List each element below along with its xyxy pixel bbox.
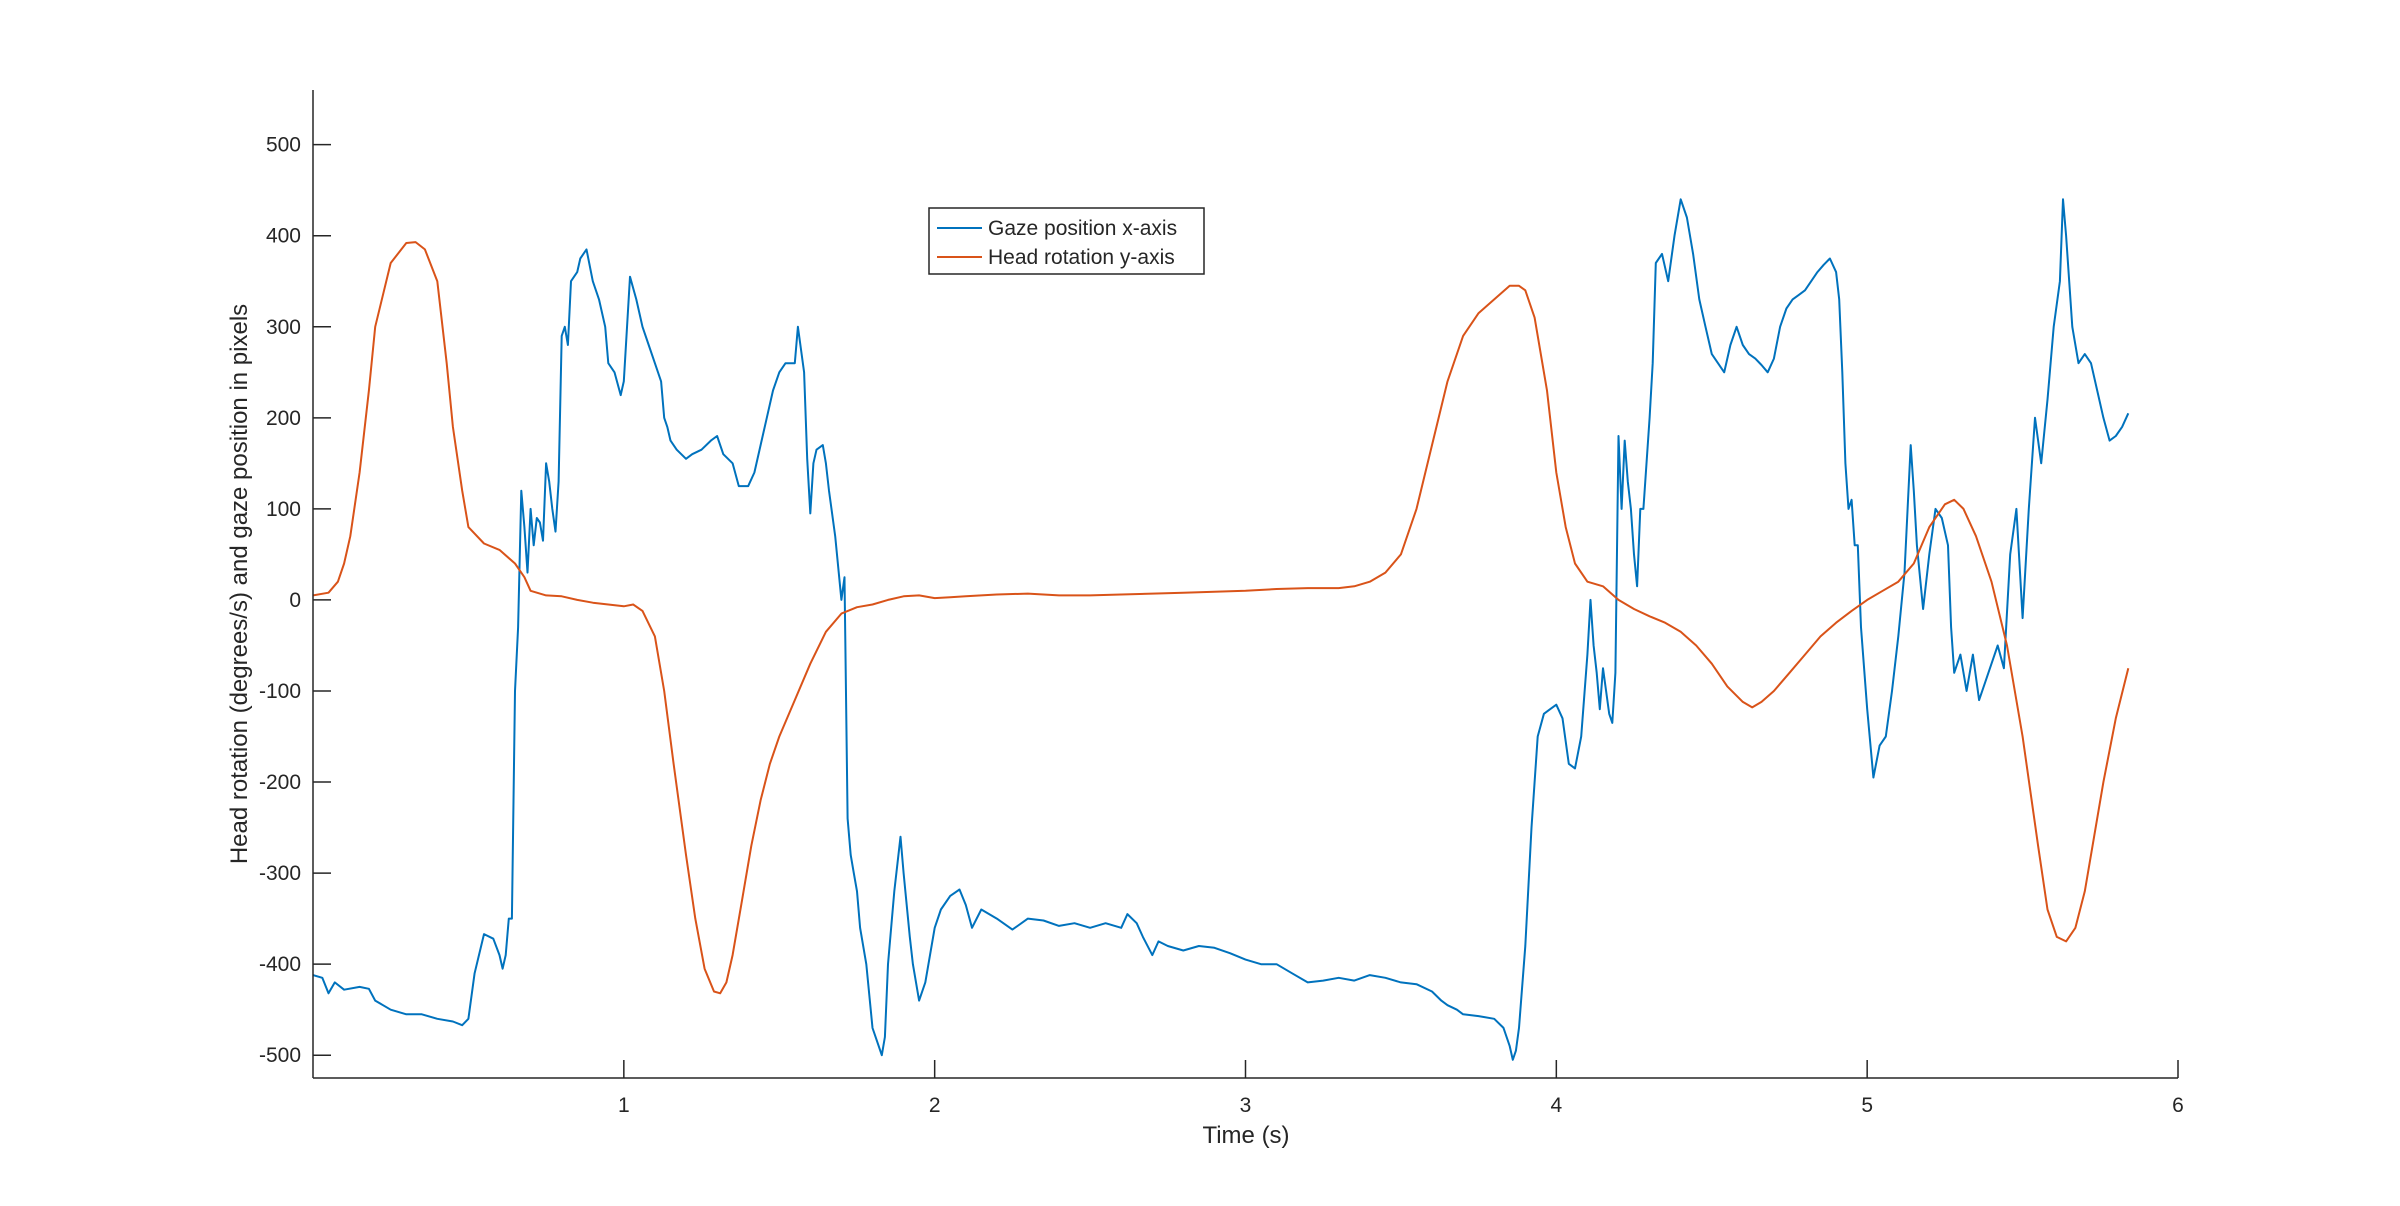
y-tick-label: -300	[259, 862, 301, 885]
legend-label-gaze: Gaze position x-axis	[988, 217, 1177, 240]
y-tick-label: -100	[259, 680, 301, 703]
series-line-gaze	[313, 198, 2130, 1061]
y-tick-label: 400	[266, 225, 301, 248]
y-tick-label: -500	[259, 1044, 301, 1067]
y-tick-label: -200	[259, 771, 301, 794]
series-layer	[313, 198, 2130, 1061]
series-line-head	[313, 241, 2130, 995]
x-tick-label: 2	[929, 1094, 941, 1117]
y-tick-label: -400	[259, 953, 301, 976]
legend-box	[928, 207, 1205, 275]
y-tick-label: 200	[266, 407, 301, 430]
y-tick-label: 0	[289, 589, 301, 612]
x-tick-label: 3	[1240, 1094, 1252, 1117]
legend: Gaze position x-axis Head rotation y-axi…	[928, 207, 1205, 275]
axes	[312, 90, 2179, 1079]
y-axis-label: Head rotation (degrees/s) and gaze posit…	[226, 304, 253, 864]
y-tick-label: 500	[266, 134, 301, 157]
y-tick-label: 100	[266, 498, 301, 521]
legend-label-head: Head rotation y-axis	[988, 246, 1175, 269]
x-tick-label: 5	[1861, 1094, 1873, 1117]
tick-labels: 1 2 3 4 5 6 -500 -400 -300 -200 -100 0 100 200 300 400 5…	[259, 134, 2184, 1117]
x-tick-label: 6	[2172, 1094, 2184, 1117]
x-axis-label: Time (s)	[1202, 1122, 1289, 1149]
x-tick-label: 1	[618, 1094, 630, 1117]
x-tick-label: 4	[1550, 1094, 1562, 1117]
y-tick-label: 300	[266, 316, 301, 339]
